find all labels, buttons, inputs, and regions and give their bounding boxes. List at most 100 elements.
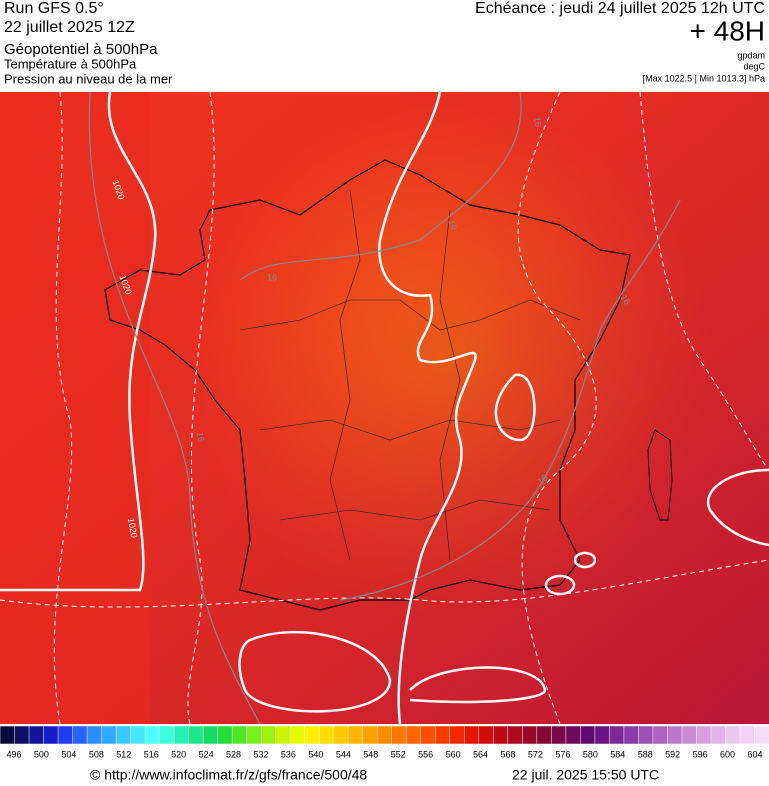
colorbar-cell [681, 725, 698, 745]
isobar [573, 551, 597, 569]
colorbar-label: 496 [6, 749, 21, 759]
colorbar-cell [406, 725, 422, 745]
colorbar-label: 600 [720, 749, 735, 759]
colorbar-cell [565, 725, 582, 745]
timestamp: 22 juil. 2025 15:50 UTC [512, 767, 659, 783]
colorbar-label: 536 [281, 749, 296, 759]
coastline [647, 429, 673, 521]
colorbar-label: 500 [34, 749, 49, 759]
lead-time: + 48H [690, 15, 766, 46]
colorbar-cell [333, 725, 349, 745]
colorbar-label: 564 [473, 749, 488, 759]
colorbar-cell [449, 725, 466, 745]
colorbar-cell [28, 725, 45, 745]
run-title: Run GFS 0.5° [4, 0, 104, 17]
colorbar-label: 548 [363, 749, 378, 759]
colorbar-cell [72, 725, 88, 745]
colorbar-cell [507, 725, 524, 745]
isobar [706, 468, 769, 547]
colorbar-label: 572 [528, 749, 543, 759]
coastline [104, 159, 631, 611]
contour-label: 16 [536, 472, 550, 486]
colorbar-cell [391, 725, 408, 745]
colorbar-cell [522, 725, 538, 745]
colorbar: 496 500 504 508 512 516 520 524 528 532 536 540 544 5… [0, 725, 769, 759]
colorbar-cell [623, 725, 640, 745]
field-label: Pression au niveau de la mer [4, 71, 173, 86]
isobar [409, 666, 547, 704]
colorbar-label: 592 [665, 749, 680, 759]
colorbar-label: 520 [171, 749, 186, 759]
colorbar-cell [609, 725, 625, 745]
temperature-field [0, 92, 150, 724]
contour-label: 1020 [126, 517, 139, 538]
pressure-range: [Max 1022.5 | Min 1013.3] hPa [643, 73, 765, 83]
colorbar-label: 532 [253, 749, 268, 759]
colorbar-cell [710, 725, 727, 745]
colorbar-cell [101, 725, 117, 745]
colorbar-cell [696, 725, 712, 745]
colorbar-cell [478, 725, 495, 745]
colorbar-cell [130, 725, 146, 745]
contour-label: 16 [619, 293, 633, 307]
colorbar-cell [594, 725, 611, 745]
isobar [378, 92, 477, 724]
source-url: © http://www.infoclimat.fr/z/gfs/france/… [90, 767, 367, 783]
isotherm [0, 92, 769, 724]
colorbar-cell [57, 725, 74, 745]
colorbar-label: 516 [144, 749, 159, 759]
colorbar-label: 524 [199, 749, 214, 759]
contour-label: 16 [195, 431, 207, 443]
colorbar-cell [435, 725, 451, 745]
contour-label: 16 [532, 116, 544, 128]
colorbar-label: 544 [336, 749, 351, 759]
colorbar-cell [376, 725, 393, 745]
isobar [494, 373, 536, 442]
colorbar-cell [536, 725, 553, 745]
isobar [238, 630, 392, 713]
contour-label: 16 [446, 218, 459, 231]
colorbar-cell [260, 725, 277, 745]
colorbar-cell [304, 725, 320, 745]
colorbar-cell [275, 725, 291, 745]
colorbar-label: 508 [89, 749, 104, 759]
colorbar-cell [464, 725, 480, 745]
colorbar-label: 580 [583, 749, 598, 759]
colorbar-label: 560 [446, 749, 461, 759]
isobar [544, 574, 576, 596]
colorbar-cell [159, 725, 175, 745]
colorbar-cell [173, 725, 190, 745]
colorbar-label: 504 [61, 749, 76, 759]
colorbar-cell [217, 725, 233, 745]
colorbar-label: 568 [500, 749, 515, 759]
forecast-time: Echéance : jeudi 24 juillet 2025 12h UTC [475, 0, 765, 17]
colorbar-cell [144, 725, 161, 745]
colorbar-cell [43, 725, 59, 745]
colorbar-cell [86, 725, 103, 745]
geopotential-line [88, 92, 681, 724]
colorbar-cell [739, 725, 756, 745]
contour-label: 16 [267, 272, 277, 282]
colorbar-cell [362, 725, 378, 745]
colorbar-label: 576 [555, 749, 570, 759]
borders [239, 189, 581, 561]
colorbar-cell [580, 725, 596, 745]
colorbar-cell [493, 725, 509, 745]
map [0, 92, 769, 724]
colorbar-label: 540 [308, 749, 323, 759]
field-label: Géopotentiel à 500hPa [4, 41, 158, 58]
colorbar-cell [188, 725, 204, 745]
colorbar-cell [0, 725, 16, 745]
unit-label: gpdam [737, 50, 765, 60]
colorbar-cell [14, 725, 30, 745]
colorbar-cell [652, 725, 669, 745]
colorbar-cell [246, 725, 262, 745]
field-label: Température à 500hPa [4, 56, 137, 71]
colorbar-cell [420, 725, 437, 745]
colorbar-label: 588 [638, 749, 653, 759]
colorbar-label: 552 [391, 749, 406, 759]
colorbar-label: 596 [693, 749, 708, 759]
